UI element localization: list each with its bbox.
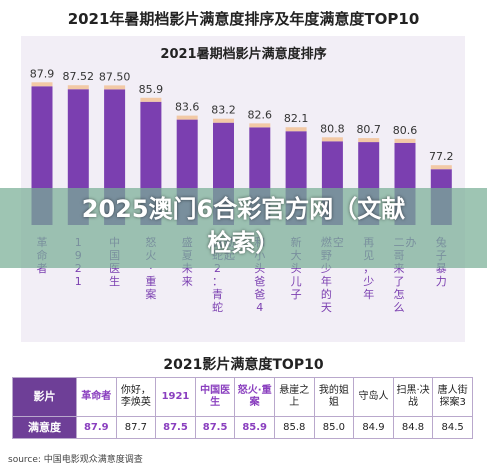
value-label: 87.50 <box>99 70 131 83</box>
value-label: 87.52 <box>63 70 95 83</box>
table-row-films: 影片 革命者 你好，李焕英 1921 中国医生 怒火·重案 悬崖之上 我的姐姐 … <box>12 377 473 417</box>
bar-cap <box>140 97 162 102</box>
bar-cap <box>67 85 89 90</box>
value-label: 77.2 <box>429 150 454 163</box>
value-label: 82.1 <box>284 112 309 125</box>
bar-cap <box>394 138 416 143</box>
bar-cap <box>321 137 343 142</box>
value-label: 80.7 <box>356 123 381 136</box>
table-cell-film: 扫黑·决战 <box>392 377 434 417</box>
row-header-film: 影片 <box>12 377 77 417</box>
row-header-score: 满意度 <box>12 416 77 439</box>
source-note: source: 中国电影观众满意度调查 <box>8 455 143 465</box>
table-cell-score: 85.9 <box>234 416 275 439</box>
table-row-scores: 满意度 87.9 87.7 87.5 87.5 85.9 85.8 85.0 8… <box>12 416 473 439</box>
table-cell-film: 你好，李焕英 <box>115 377 157 417</box>
banner-line-2: 检索） <box>207 229 280 257</box>
table-cell-score: 84.5 <box>432 416 473 439</box>
top10-table: 影片 革命者 你好，李焕英 1921 中国医生 怒火·重案 悬崖之上 我的姐姐 … <box>12 377 473 439</box>
chart-title: 2021暑期档影片满意度排序 <box>160 47 327 62</box>
bar-cap <box>285 127 307 132</box>
value-label: 83.2 <box>211 104 236 117</box>
bar-cap <box>31 82 53 87</box>
table-cell-score: 87.9 <box>76 416 117 439</box>
value-label: 85.9 <box>139 83 164 96</box>
table-cell-film: 守岛人 <box>353 377 394 417</box>
table-cell-score: 87.5 <box>155 416 196 439</box>
overlay-banner <box>0 188 487 268</box>
table-cell-score: 84.9 <box>353 416 394 439</box>
bar-cap <box>249 123 271 128</box>
bar-cap <box>176 115 198 120</box>
value-label: 80.6 <box>393 124 418 137</box>
table-cell-score: 85.8 <box>273 416 315 439</box>
overlay-banner-text: 2025澳门6合彩官方网（文献 检索） <box>0 192 487 260</box>
table-cell-film: 悬崖之上 <box>273 377 315 417</box>
table-title: 2021影片满意度TOP10 <box>163 357 324 373</box>
bar-cap <box>213 118 234 123</box>
table-cell-film: 我的姐姐 <box>313 377 355 417</box>
bar-chart: 87.9 87.52 87.50 85.9 83.6 83.2 82.6 82.1 80.8 80… <box>30 67 454 314</box>
value-label: 83.6 <box>175 101 200 114</box>
table-cell-score: 85.0 <box>313 416 355 439</box>
table-cell-film: 革命者 <box>76 377 117 417</box>
bar-cap <box>104 85 126 90</box>
bar-cap <box>430 165 452 170</box>
table-cell-film: 1921 <box>155 377 196 417</box>
page-title: 2021年暑期档影片满意度排序及年度满意度TOP10 <box>67 10 420 28</box>
value-label: 82.6 <box>248 108 273 121</box>
table-cell-film: 中国医生 <box>194 377 236 417</box>
table-cell-film: 怒火·重案 <box>234 377 275 417</box>
table-cell-score: 87.7 <box>115 416 157 439</box>
table-cell-score: 87.5 <box>194 416 236 439</box>
bar-cap <box>358 138 380 143</box>
table-cell-film: 唐人街探案3 <box>432 377 473 417</box>
banner-line-1: 2025澳门6合彩官方网（文献 <box>81 195 406 223</box>
value-label: 87.9 <box>30 67 55 80</box>
table-cell-score: 84.8 <box>392 416 434 439</box>
value-label: 80.8 <box>320 122 345 135</box>
